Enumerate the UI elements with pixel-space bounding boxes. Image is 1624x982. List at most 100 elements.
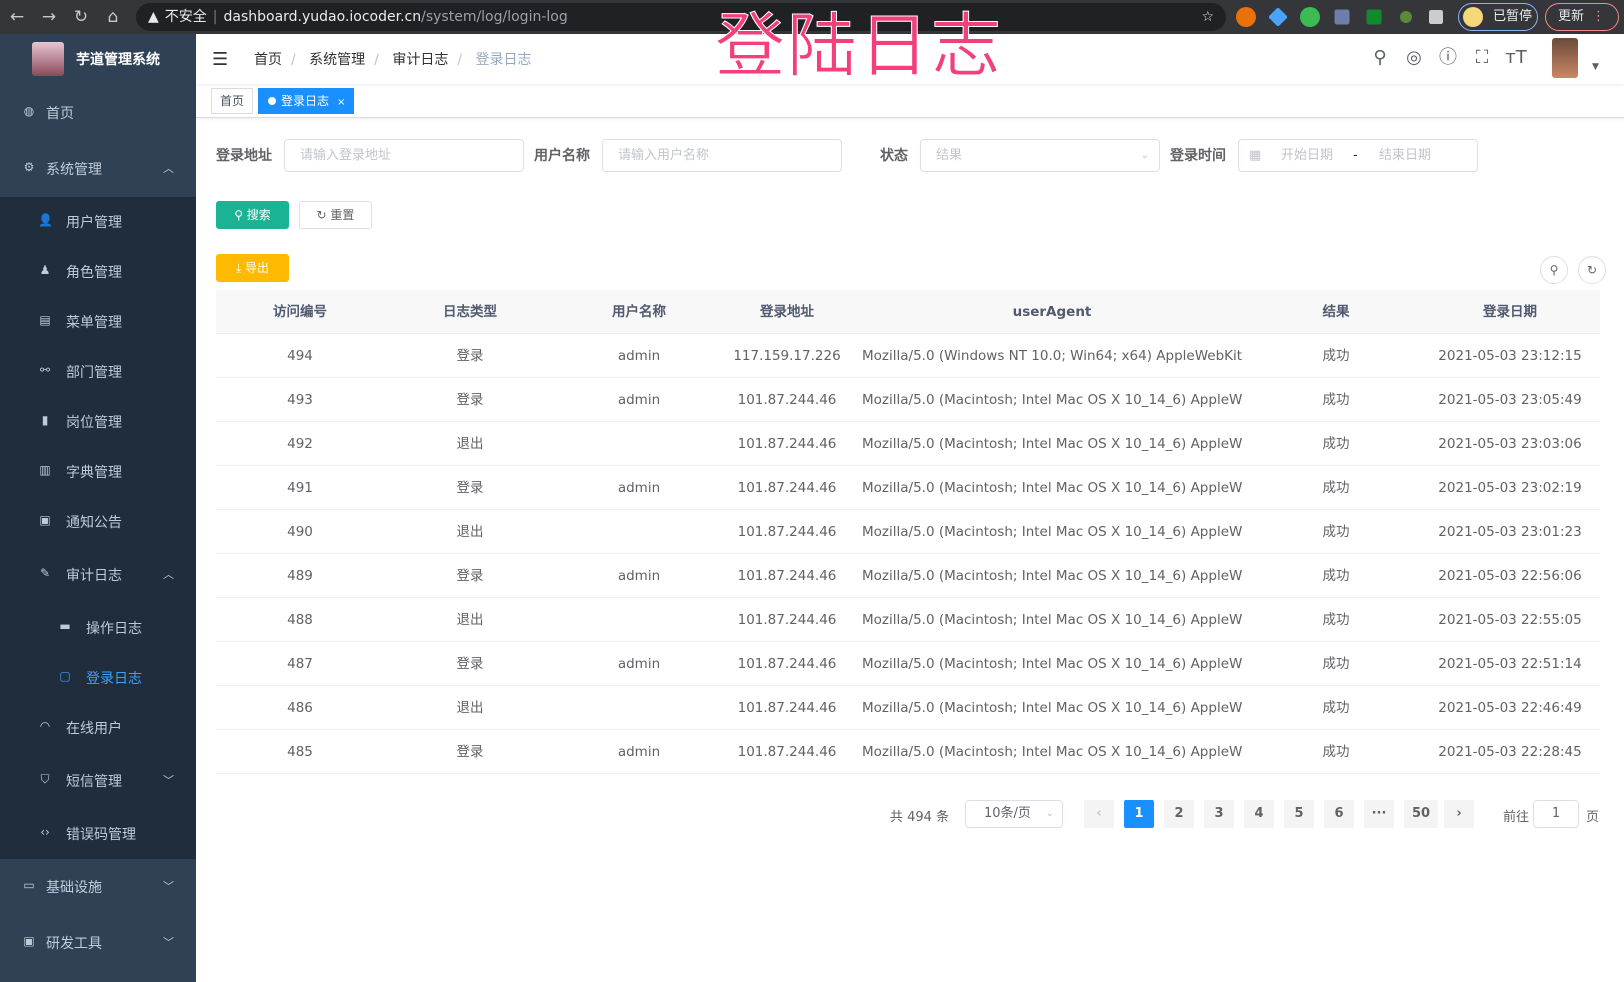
breadcrumb-item[interactable]: 审计日志 xyxy=(392,52,449,68)
sidebar-item[interactable]: ◍ 首页 xyxy=(0,84,196,140)
sidebar-item[interactable]: ◠ 在线用户 xyxy=(0,702,196,752)
sidebar-item[interactable]: 👤 用户管理 xyxy=(0,196,196,246)
form-icon: ▬ xyxy=(59,619,71,633)
table-cell: 101.87.244.46 xyxy=(737,744,837,760)
extension-icon[interactable] xyxy=(1366,9,1382,25)
search-icon[interactable]: ⚲ xyxy=(1373,47,1387,68)
table-cell: 2021-05-03 22:28:45 xyxy=(1438,744,1582,760)
sidebar-item[interactable]: ⚯ 部门管理 xyxy=(0,346,196,396)
log-icon: ✎ xyxy=(39,566,51,580)
page-size-select[interactable]: 10条/页 ⌄ xyxy=(965,800,1063,828)
puzzle-icon[interactable] xyxy=(1429,10,1443,24)
export-button[interactable]: ⤓ 导出 xyxy=(216,254,289,282)
next-page-button[interactable]: › xyxy=(1444,800,1474,828)
sidebar-item[interactable]: ⛉ 短信管理 ﹀ xyxy=(0,752,196,808)
status-select[interactable]: 结果 ⌄ xyxy=(920,139,1160,172)
sidebar-item[interactable]: ▢ 登录日志 xyxy=(0,652,196,702)
sidebar-item[interactable]: ▣ 通知公告 xyxy=(0,496,196,546)
update-button[interactable]: 更新 ⋮ xyxy=(1545,3,1619,31)
breadcrumb-item[interactable]: 系统管理 xyxy=(309,52,366,68)
extension-icon[interactable] xyxy=(1400,11,1412,23)
export-label: 导出 xyxy=(245,261,270,275)
table-cell: Mozilla/5.0 (Macintosh; Intel Mac OS X 1… xyxy=(862,744,1242,760)
refresh-icon[interactable]: ↻ xyxy=(1578,256,1606,284)
close-icon[interactable]: × xyxy=(337,97,346,108)
monitor-icon: ▭ xyxy=(23,878,35,892)
sidebar-item[interactable]: ▤ 菜单管理 xyxy=(0,296,196,346)
extension-icon[interactable] xyxy=(1300,7,1320,27)
table-cell: 117.159.17.226 xyxy=(733,348,841,364)
table-cell: 2021-05-03 23:02:19 xyxy=(1438,480,1582,496)
user-icon: 👤 xyxy=(38,213,53,227)
sidebar-item[interactable]: ✎ 审计日志 ︿ xyxy=(0,546,196,602)
page-button[interactable]: 50 xyxy=(1404,800,1438,828)
ipaddr-input[interactable]: 请输入登录地址 xyxy=(284,139,524,172)
column-header: 访问编号 xyxy=(273,304,327,320)
page-button[interactable]: 3 xyxy=(1204,800,1234,828)
username-input[interactable]: 请输入用户名称 xyxy=(602,139,842,172)
profile-label: 已暂停 xyxy=(1493,9,1533,24)
star-icon[interactable]: ☆ xyxy=(1201,9,1214,25)
chevron-down-icon: ﹀ xyxy=(163,774,174,787)
profile-button[interactable]: 已暂停 xyxy=(1458,3,1538,31)
font-size-icon[interactable]: ᴛT xyxy=(1505,47,1527,68)
sidebar-item[interactable]: ♟ 角色管理 xyxy=(0,246,196,296)
table-cell: 登录 xyxy=(456,656,484,672)
pagination: 共 494 条 10条/页 ⌄ ‹ 1 2 3 4 5 6 ··· 50 › 前往 1 页 xyxy=(0,800,1624,830)
table-cell: 成功 xyxy=(1322,348,1350,364)
goto-page-input[interactable]: 1 xyxy=(1533,800,1579,828)
search-button[interactable]: ⚲ 搜索 xyxy=(216,201,289,229)
reload-icon[interactable]: ↻ xyxy=(73,7,89,27)
back-icon[interactable]: ← xyxy=(9,7,25,27)
page-button[interactable]: 1 xyxy=(1124,800,1154,828)
tag-login-log[interactable]: 登录日志 × xyxy=(258,88,355,114)
table-cell: admin xyxy=(617,480,661,496)
home-icon[interactable]: ⌂ xyxy=(107,7,119,27)
sidebar-item[interactable]: ▣ 研发工具 ﹀ xyxy=(0,914,196,970)
breadcrumb: 首页 / 系统管理 / 审计日志 / 登录日志 xyxy=(254,52,532,68)
sidebar-item[interactable]: ▥ 字典管理 xyxy=(0,446,196,496)
sidebar-item[interactable]: ▭ 基础设施 ﹀ xyxy=(0,858,196,914)
table-cell: 492 xyxy=(287,436,313,452)
sidebar-item-label: 短信管理 xyxy=(66,774,122,790)
address-bar[interactable]: ▲ 不安全 | dashboard.yudao.iocoder.cn/system/l… xyxy=(136,3,1226,31)
sidebar-item[interactable]: ‹› 错误码管理 xyxy=(0,808,196,858)
question-icon[interactable]: ⓘ xyxy=(1439,47,1457,68)
page-button[interactable]: 2 xyxy=(1164,800,1194,828)
caret-down-icon[interactable]: ▼ xyxy=(1592,62,1599,72)
table-cell: Mozilla/5.0 (Windows NT 10.0; Win64; x64… xyxy=(862,348,1242,364)
column-header: 用户名称 xyxy=(612,304,666,320)
logo[interactable]: 芋道管理系统 xyxy=(0,34,196,84)
fullscreen-icon[interactable]: ⛶ xyxy=(1475,47,1489,68)
app-title: 芋道管理系统 xyxy=(76,52,160,68)
page-button[interactable]: 4 xyxy=(1244,800,1274,828)
prev-page-button[interactable]: ‹ xyxy=(1084,800,1114,828)
sidebar-item-label: 错误码管理 xyxy=(66,827,136,843)
sidebar-item[interactable]: ▬ 操作日志 xyxy=(0,602,196,652)
table-row: 490 退出 101.87.244.46 Mozilla/5.0 (Macintosh… xyxy=(216,510,1600,554)
sidebar-item[interactable]: ▮ 岗位管理 xyxy=(0,396,196,446)
page-suffix: 页 xyxy=(1586,810,1600,825)
table-cell: 成功 xyxy=(1322,700,1350,716)
tag-home[interactable]: 首页 xyxy=(211,88,254,114)
extension-icon[interactable] xyxy=(1334,9,1350,25)
table-header: 访问编号 日志类型 用户名称 登录地址 userAgent 结果 登录日期 xyxy=(216,290,1600,334)
message-icon: ▣ xyxy=(39,513,51,527)
forward-icon[interactable]: → xyxy=(41,7,57,27)
reset-label: 重置 xyxy=(330,208,355,222)
breadcrumb-item[interactable]: 首页 xyxy=(254,52,282,68)
table-cell: Mozilla/5.0 (Macintosh; Intel Mac OS X 1… xyxy=(862,700,1242,716)
extension-icon[interactable] xyxy=(1236,7,1256,27)
page-button[interactable]: 6 xyxy=(1324,800,1354,828)
github-icon[interactable]: ◎ xyxy=(1406,47,1422,68)
toggle-search-icon[interactable]: ⚲ xyxy=(1540,256,1568,284)
extension-icon[interactable] xyxy=(1268,7,1288,27)
page-button[interactable]: 5 xyxy=(1284,800,1314,828)
user-avatar[interactable] xyxy=(1552,38,1578,78)
hamburger-icon[interactable]: ☰ xyxy=(212,49,229,70)
table-row: 486 退出 101.87.244.46 Mozilla/5.0 (Macintosh… xyxy=(216,686,1600,730)
sidebar-item[interactable]: ⚙ 系统管理 ︿ xyxy=(0,140,196,196)
page-button[interactable]: ··· xyxy=(1364,800,1394,828)
date-range-picker[interactable]: ▦ 开始日期 - 结束日期 xyxy=(1238,139,1478,172)
reset-button[interactable]: ↻ 重置 xyxy=(299,201,372,229)
